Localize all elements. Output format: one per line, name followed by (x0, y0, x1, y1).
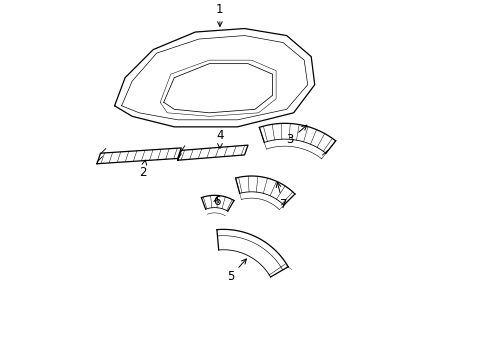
Text: 4: 4 (216, 129, 223, 148)
Text: 7: 7 (276, 183, 286, 211)
Text: 6: 6 (212, 195, 220, 208)
Text: 5: 5 (226, 259, 246, 283)
Text: 2: 2 (139, 160, 146, 179)
Text: 1: 1 (216, 3, 223, 26)
Text: 3: 3 (286, 125, 306, 146)
